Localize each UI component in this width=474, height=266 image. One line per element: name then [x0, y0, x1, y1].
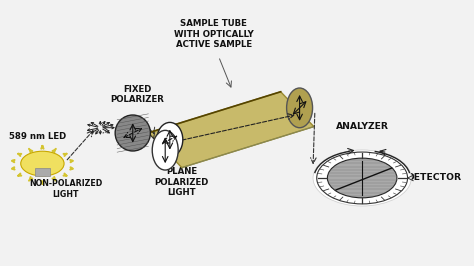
- Ellipse shape: [157, 122, 183, 157]
- Ellipse shape: [115, 115, 150, 151]
- Text: ANALYZER: ANALYZER: [336, 122, 389, 131]
- Polygon shape: [148, 92, 314, 168]
- Ellipse shape: [152, 130, 178, 170]
- Text: DETECTOR: DETECTOR: [406, 173, 461, 182]
- Text: PLANE
POLARIZED
LIGHT: PLANE POLARIZED LIGHT: [154, 167, 209, 197]
- Circle shape: [328, 158, 397, 198]
- FancyBboxPatch shape: [35, 168, 50, 176]
- Circle shape: [21, 151, 64, 176]
- Text: 589 nm LED: 589 nm LED: [9, 132, 66, 141]
- Text: FIXED
POLARIZER: FIXED POLARIZER: [110, 85, 164, 105]
- Circle shape: [317, 152, 408, 204]
- Text: SAMPLE TUBE
WITH OPTICALLY
ACTIVE SAMPLE: SAMPLE TUBE WITH OPTICALLY ACTIVE SAMPLE: [174, 19, 254, 49]
- Circle shape: [313, 150, 411, 206]
- Ellipse shape: [287, 88, 312, 128]
- Text: NON-POLARIZED
LIGHT: NON-POLARIZED LIGHT: [29, 179, 102, 199]
